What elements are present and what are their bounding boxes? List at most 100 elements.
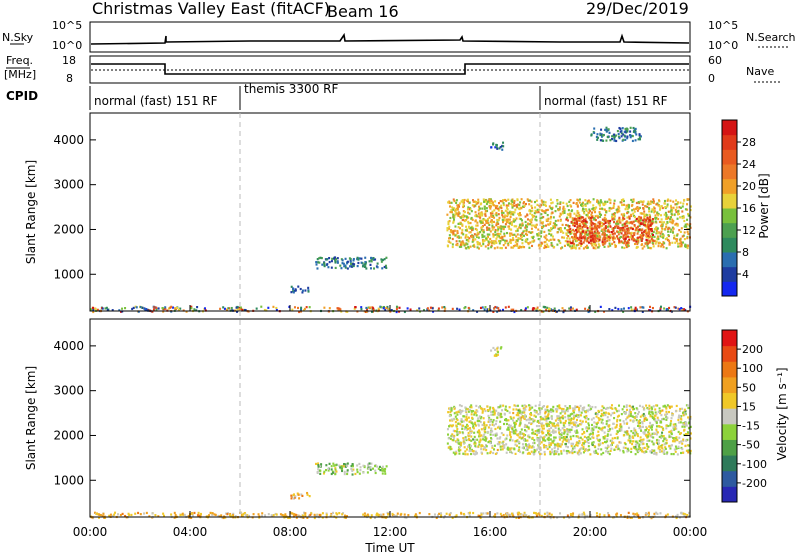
- scatter-cell: [365, 306, 368, 310]
- scatter-cell: [505, 443, 508, 446]
- scatter-cell: [674, 427, 677, 431]
- scatter-cell: [651, 241, 654, 244]
- scatter-cell: [480, 512, 483, 515]
- scatter-cell: [499, 413, 502, 416]
- scatter-cell: [508, 406, 511, 409]
- scatter-cell: [477, 445, 480, 448]
- scatter-cell: [678, 414, 681, 417]
- scatter-cell: [490, 246, 493, 249]
- scatter-cell: [576, 231, 579, 234]
- scatter-cell: [681, 215, 684, 219]
- scatter-cell: [585, 209, 588, 212]
- scatter-cell: [637, 514, 640, 517]
- scatter-cell: [620, 308, 623, 311]
- scatter-cell: [628, 217, 631, 220]
- scatter-cell: [514, 208, 517, 211]
- scatter-cell: [647, 203, 650, 206]
- scatter-cell: [479, 516, 482, 519]
- scatter-cell: [556, 443, 559, 447]
- scatter-cell: [457, 204, 460, 207]
- scatter-cell: [297, 514, 300, 517]
- scatter-cell: [504, 246, 507, 249]
- scatter-cell: [658, 407, 661, 410]
- scatter-cell: [580, 411, 583, 414]
- scatter-cell: [557, 424, 560, 427]
- scatter-cell: [500, 225, 503, 228]
- scatter-cell: [507, 513, 510, 516]
- scatter-cell: [241, 514, 244, 517]
- scatter-cell: [646, 239, 649, 242]
- scatter-cell: [530, 450, 533, 453]
- scatter-cell: [594, 236, 597, 239]
- scatter-cell: [570, 231, 573, 235]
- scatter-cell: [528, 515, 531, 518]
- scatter-cell: [257, 513, 260, 516]
- scatter-cell: [493, 216, 496, 219]
- scatter-cell: [568, 451, 571, 454]
- scatter-cell: [506, 434, 509, 437]
- scatter-cell: [484, 436, 487, 439]
- scatter-cell: [575, 214, 578, 217]
- scatter-cell: [510, 232, 513, 235]
- scatter-cell: [626, 216, 629, 219]
- scatter-cell: [579, 419, 582, 422]
- scatter-cell: [561, 414, 564, 418]
- scatter-cell: [669, 204, 672, 207]
- scatter-cell: [586, 237, 589, 240]
- scatter-cell: [472, 427, 475, 430]
- scatter-cell: [595, 224, 598, 227]
- scatter-cell: [325, 464, 328, 467]
- scatter-cell: [591, 216, 594, 219]
- scatter-cell: [516, 233, 519, 236]
- scatter-cell: [563, 227, 566, 230]
- date-label: 29/Dec/2019: [586, 0, 689, 18]
- scatter-cell: [472, 244, 475, 248]
- scatter-cell: [510, 212, 513, 216]
- scatter-cell: [518, 442, 521, 445]
- scatter-cell: [553, 425, 556, 428]
- scatter-cell: [304, 513, 307, 516]
- scatter-cell: [648, 235, 651, 239]
- scatter-cell: [633, 427, 636, 430]
- scatter-cell: [525, 424, 528, 427]
- scatter-cell: [627, 307, 630, 310]
- scatter-cell: [466, 424, 469, 428]
- scatter-cell: [492, 451, 495, 455]
- scatter-cell: [437, 514, 440, 517]
- scatter-cell: [211, 512, 214, 515]
- scatter-cell: [229, 514, 232, 517]
- scatter-cell: [457, 211, 460, 214]
- scatter-cell: [655, 433, 658, 436]
- scatter-cell: [655, 413, 658, 416]
- scatter-cell: [346, 464, 349, 467]
- scatter-cell: [179, 513, 182, 517]
- nave-tick-top: 60: [708, 54, 722, 67]
- scatter-cell: [601, 233, 604, 236]
- scatter-cell: [483, 239, 486, 242]
- scatter-cell: [334, 464, 337, 467]
- scatter-cell: [370, 256, 373, 260]
- scatter-cell: [682, 439, 685, 442]
- scatter-cell: [633, 429, 636, 432]
- scatter-cell: [606, 239, 609, 242]
- scatter-cell: [682, 241, 685, 244]
- scatter-cell: [594, 451, 597, 455]
- scatter-cell: [516, 203, 519, 206]
- scatter-cell: [467, 512, 470, 515]
- scatter-cell: [499, 445, 502, 448]
- scatter-cell: [601, 218, 604, 221]
- scatter-cell: [547, 410, 550, 413]
- scatter-cell: [514, 452, 517, 455]
- scatter-cell: [559, 407, 562, 410]
- scatter-cell: [583, 430, 586, 434]
- scatter-cell: [548, 445, 551, 449]
- scatter-cell: [660, 218, 663, 221]
- scatter-cell: [502, 211, 505, 214]
- scatter-cell: [524, 202, 527, 206]
- scatter-cell: [681, 309, 684, 312]
- scatter-cell: [637, 217, 640, 220]
- scatter-cell: [472, 235, 475, 238]
- scatter-cell: [624, 233, 627, 236]
- scatter-cell: [662, 245, 665, 249]
- scatter-cell: [593, 222, 596, 226]
